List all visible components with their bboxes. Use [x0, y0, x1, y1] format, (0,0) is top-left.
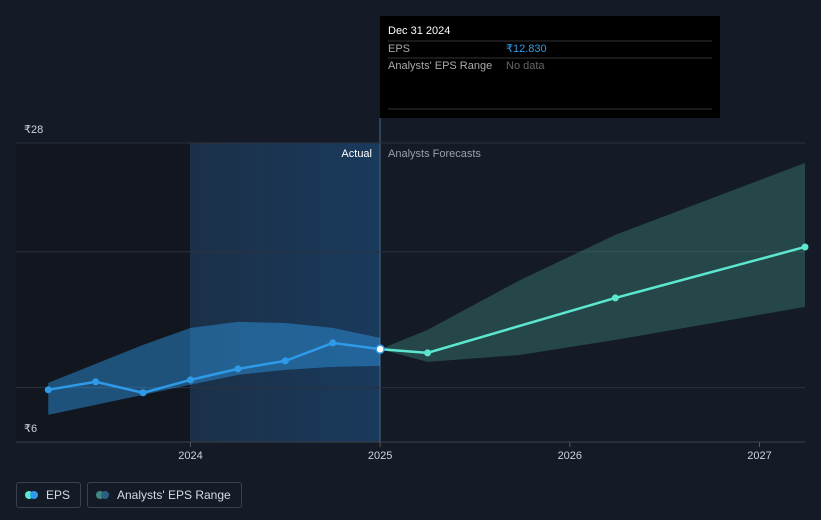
eps-point — [44, 386, 52, 394]
legend-swatch — [96, 491, 104, 499]
tooltip-date: Dec 31 2024 — [388, 25, 450, 37]
eps-point — [139, 389, 147, 397]
tooltip-value: ₹12.830 — [506, 43, 547, 55]
forecast-label: Analysts Forecasts — [388, 148, 481, 160]
tooltip-value: No data — [506, 60, 545, 72]
tooltip-label: Analysts' EPS Range — [388, 60, 492, 72]
x-tick-label: 2026 — [558, 450, 582, 462]
eps-point — [281, 357, 289, 365]
range-band — [380, 162, 805, 362]
legend-label: Analysts' EPS Range — [117, 488, 231, 502]
eps-point — [424, 349, 432, 357]
tooltip: Dec 31 2024 EPS ₹12.830 Analysts' EPS Ra… — [380, 16, 720, 118]
eps-line — [380, 245, 806, 355]
highlight — [190, 143, 380, 442]
eps-point — [234, 365, 242, 373]
legend-swatch — [30, 491, 38, 499]
tooltip-box — [380, 16, 720, 118]
y-tick-label: ₹6 — [24, 423, 37, 435]
eps-point — [186, 376, 194, 384]
tooltip-label: EPS — [388, 43, 410, 55]
past-shade — [16, 143, 190, 442]
range-band — [48, 321, 381, 415]
actual-label: Actual — [341, 148, 372, 160]
legend-item[interactable]: EPS — [16, 482, 82, 508]
legend-swatch — [101, 491, 109, 499]
eps-point — [92, 378, 100, 386]
y-tick-label: ₹28 — [24, 124, 43, 136]
legend-item[interactable]: Analysts' EPS Range — [87, 482, 242, 508]
grid: ₹6 ₹28 2024 2025 2026 2027 — [16, 124, 805, 462]
eps-point — [329, 339, 337, 347]
eps-line — [48, 341, 381, 395]
eps-point — [611, 294, 619, 302]
legend-label: EPS — [46, 488, 71, 502]
x-tick-label: 2025 — [368, 450, 392, 462]
eps-point — [375, 344, 385, 354]
eps-point — [801, 243, 809, 251]
x-tick-label: 2027 — [747, 450, 771, 462]
legend-swatch — [25, 491, 33, 499]
x-tick-label: 2024 — [178, 450, 202, 462]
